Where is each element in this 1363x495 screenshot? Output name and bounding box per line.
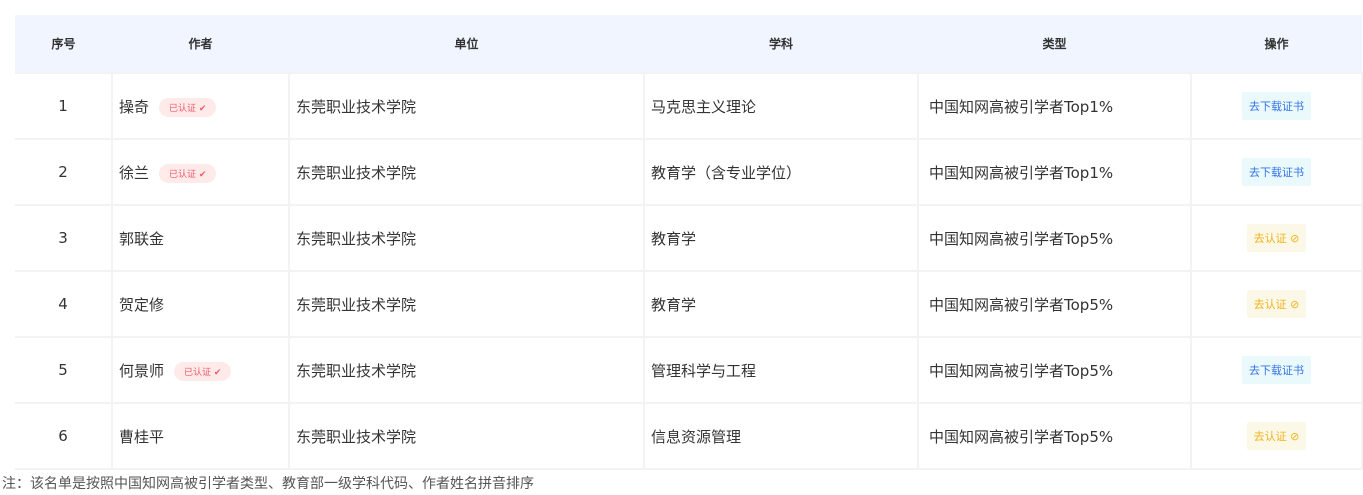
verified-badge: 已认证 ✔ [174, 361, 232, 381]
action-cell: 去下载证书 [1190, 336, 1363, 404]
table-row: 3 郭联金 东莞职业技术学院 教育学 中国知网高被引学者Top5% 去认证 ⊘ [15, 204, 1363, 272]
action-cell: 去认证 ⊘ [1190, 270, 1363, 338]
subject-cell: 教育学 [643, 270, 919, 338]
verified-badge: 已认证 ✔ [159, 163, 217, 183]
author-cell: 郭联金 [111, 204, 290, 272]
subject-cell: 信息资源管理 [643, 402, 919, 470]
row-number: 4 [15, 270, 113, 338]
table-row: 4 贺定修 东莞职业技术学院 教育学 中国知网高被引学者Top5% 去认证 ⊘ [15, 270, 1363, 338]
subject-cell: 教育学 [643, 204, 919, 272]
shield-check-icon: ⊘ [1290, 232, 1300, 245]
type-cell: 中国知网高被引学者Top5% [917, 204, 1192, 272]
check-icon: ✔ [213, 367, 222, 378]
shield-check-icon: ⊘ [1290, 298, 1300, 311]
verify-label: 去认证 [1253, 430, 1287, 443]
shield-check-icon: ⊘ [1290, 430, 1300, 443]
column-header: 序号 [15, 15, 112, 73]
row-number: 5 [15, 336, 113, 404]
type-cell: 中国知网高被引学者Top1% [917, 72, 1192, 140]
table-row: 1 操奇 已认证 ✔ 东莞职业技术学院 马克思主义理论 中国知网高被引学者Top1… [15, 72, 1363, 140]
type-cell: 中国知网高被引学者Top5% [917, 336, 1192, 404]
unit-cell: 东莞职业技术学院 [288, 138, 645, 206]
author-cell: 曹桂平 [111, 402, 290, 470]
column-header: 学科 [644, 15, 918, 73]
check-icon: ✔ [198, 169, 207, 180]
scholar-table: 序号 作者 单位 学科 类型 操作 1 操奇 已认证 ✔ 东莞职业技术学院 马克思主义理论 … [15, 15, 1363, 470]
unit-cell: 东莞职业技术学院 [288, 72, 645, 140]
author-cell: 何景师 已认证 ✔ [111, 336, 290, 404]
type-cell: 中国知网高被引学者Top5% [917, 270, 1192, 338]
action-cell: 去认证 ⊘ [1190, 402, 1363, 470]
table-row: 5 何景师 已认证 ✔ 东莞职业技术学院 管理科学与工程 中国知网高被引学者Top… [15, 336, 1363, 404]
verify-button[interactable]: 去认证 ⊘ [1246, 290, 1307, 318]
author-name[interactable]: 贺定修 [119, 295, 165, 314]
row-number: 2 [15, 138, 113, 206]
author-name[interactable]: 徐兰 [119, 163, 150, 182]
author-cell: 徐兰 已认证 ✔ [111, 138, 290, 206]
verify-button[interactable]: 去认证 ⊘ [1246, 422, 1307, 450]
verify-label: 去认证 [1253, 232, 1287, 245]
row-number: 3 [15, 204, 113, 272]
author-cell: 贺定修 [111, 270, 290, 338]
column-header: 单位 [289, 15, 644, 73]
unit-cell: 东莞职业技术学院 [288, 204, 645, 272]
subject-cell: 马克思主义理论 [643, 72, 919, 140]
column-header: 类型 [918, 15, 1191, 73]
author-name[interactable]: 操奇 [119, 97, 150, 116]
row-number: 6 [15, 402, 113, 470]
subject-cell: 管理科学与工程 [643, 336, 919, 404]
download-certificate-button[interactable]: 去下载证书 [1242, 92, 1311, 120]
author-name[interactable]: 郭联金 [119, 229, 165, 248]
unit-cell: 东莞职业技术学院 [288, 336, 645, 404]
table-row: 6 曹桂平 东莞职业技术学院 信息资源管理 中国知网高被引学者Top5% 去认证… [15, 402, 1363, 470]
author-name[interactable]: 何景师 [119, 361, 165, 380]
column-header: 操作 [1191, 15, 1362, 73]
verify-label: 去认证 [1253, 298, 1287, 311]
type-cell: 中国知网高被引学者Top1% [917, 138, 1192, 206]
action-cell: 去下载证书 [1190, 72, 1363, 140]
verify-button[interactable]: 去认证 ⊘ [1246, 224, 1307, 252]
check-icon: ✔ [198, 103, 207, 114]
author-name[interactable]: 曹桂平 [119, 427, 165, 446]
table-row: 2 徐兰 已认证 ✔ 东莞职业技术学院 教育学（含专业学位） 中国知网高被引学者T… [15, 138, 1363, 206]
verified-badge: 已认证 ✔ [159, 97, 217, 117]
subject-cell: 教育学（含专业学位） [643, 138, 919, 206]
unit-cell: 东莞职业技术学院 [288, 270, 645, 338]
footnote: 注：该名单是按照中国知网高被引学者类型、教育部一级学科代码、作者姓名拼音排序 [2, 476, 534, 492]
row-number: 1 [15, 72, 113, 140]
verified-label: 已认证 [169, 169, 197, 180]
column-header: 作者 [112, 15, 289, 73]
type-cell: 中国知网高被引学者Top5% [917, 402, 1192, 470]
download-certificate-button[interactable]: 去下载证书 [1242, 158, 1311, 186]
action-cell: 去下载证书 [1190, 138, 1363, 206]
download-certificate-button[interactable]: 去下载证书 [1242, 356, 1311, 384]
action-cell: 去认证 ⊘ [1190, 204, 1363, 272]
unit-cell: 东莞职业技术学院 [288, 402, 645, 470]
verified-label: 已认证 [184, 367, 212, 378]
author-cell: 操奇 已认证 ✔ [111, 72, 290, 140]
verified-label: 已认证 [169, 103, 197, 114]
